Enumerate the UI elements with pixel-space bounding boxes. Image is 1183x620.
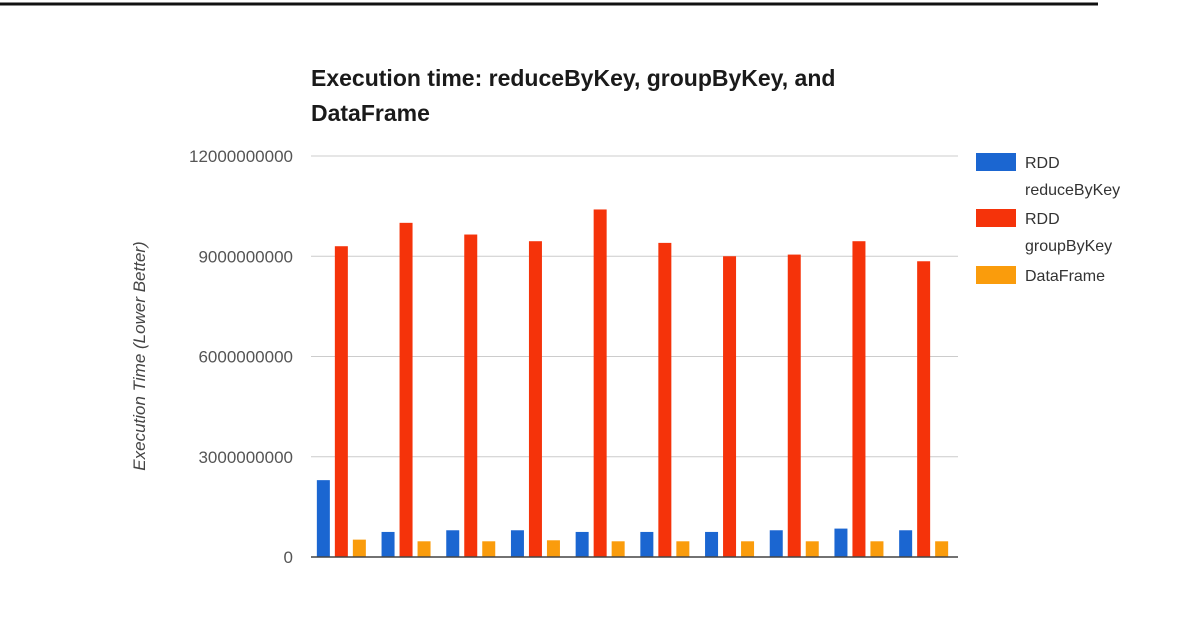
bar-rdd-reducebykey	[316, 480, 330, 557]
y-tick-label: 3000000000	[198, 448, 293, 467]
legend-swatch	[976, 209, 1016, 227]
bar-dataframe	[741, 541, 755, 557]
bar-rdd-groupbykey	[658, 242, 672, 557]
chart-title: Execution time: reduceByKey, groupByKey,…	[311, 65, 835, 91]
y-tick-label: 12000000000	[189, 147, 293, 166]
y-tick-label: 6000000000	[198, 348, 293, 367]
bar-rdd-groupbykey	[787, 254, 801, 557]
legend-swatch	[976, 266, 1016, 284]
bar-rdd-reducebykey	[575, 531, 589, 557]
bar-dataframe	[870, 541, 884, 557]
legend-swatch	[976, 153, 1016, 171]
bar-rdd-groupbykey	[852, 241, 866, 557]
bar-dataframe	[805, 541, 819, 557]
bar-rdd-groupbykey	[593, 209, 607, 557]
legend-label: RDD	[1025, 155, 1060, 172]
legend: RDD reduceByKey RDD groupByKey DataFrame	[976, 153, 1120, 285]
y-tick-label: 0	[284, 548, 293, 567]
bar-rdd-reducebykey	[834, 528, 848, 557]
bar-rdd-groupbykey	[723, 256, 737, 557]
bar-dataframe	[546, 540, 560, 557]
bar-dataframe	[935, 541, 949, 557]
bar-rdd-reducebykey	[899, 530, 913, 557]
legend-label: DataFrame	[1025, 268, 1105, 285]
y-axis-ticks: 0 3000000000 6000000000 9000000000 120000000…	[189, 147, 293, 567]
bar-rdd-reducebykey	[446, 530, 460, 557]
bar-dataframe	[482, 541, 496, 557]
bar-dataframe	[611, 541, 625, 557]
legend-label: groupByKey	[1025, 238, 1112, 255]
bar-rdd-reducebykey	[510, 530, 524, 557]
bar-dataframe	[676, 541, 690, 557]
bar-rdd-groupbykey	[917, 261, 931, 557]
bars	[316, 209, 949, 558]
bar-rdd-reducebykey	[769, 530, 783, 557]
bar-rdd-groupbykey	[399, 222, 413, 558]
legend-label: RDD	[1025, 211, 1060, 228]
legend-label: reduceByKey	[1025, 182, 1120, 199]
bar-rdd-reducebykey	[381, 531, 395, 557]
gridlines	[311, 155, 958, 458]
bar-rdd-reducebykey	[705, 531, 719, 557]
bar-rdd-groupbykey	[464, 234, 478, 557]
chart-title-line-2: DataFrame	[311, 100, 430, 126]
bar-dataframe	[352, 539, 366, 557]
bar-rdd-groupbykey	[334, 246, 348, 557]
bar-dataframe	[417, 541, 431, 557]
y-axis-label: Execution Time (Lower Better)	[130, 241, 149, 470]
bar-rdd-groupbykey	[528, 241, 542, 557]
y-tick-label: 9000000000	[198, 247, 293, 266]
bar-rdd-reducebykey	[640, 531, 654, 557]
